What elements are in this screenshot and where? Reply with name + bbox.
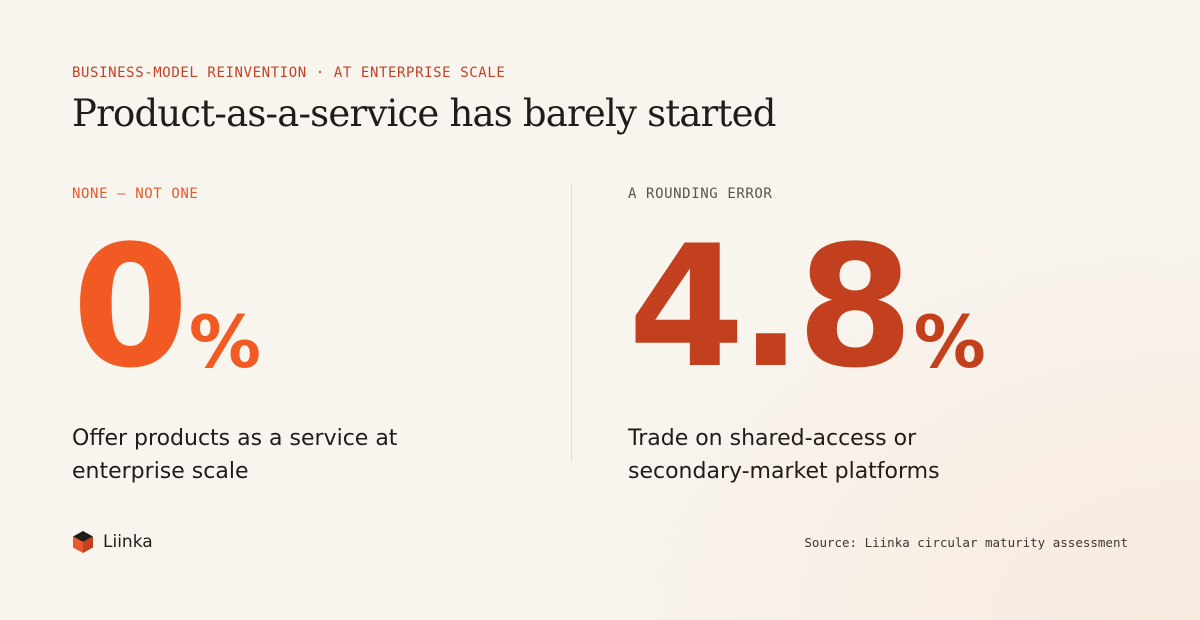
liinka-logo-icon <box>72 530 94 554</box>
stat-description: Trade on shared-access or secondary-mark… <box>628 426 940 484</box>
page-title: Product-as-a-service has barely started <box>72 92 776 135</box>
stat-kicker: A ROUNDING ERROR <box>628 186 773 202</box>
stat-number: 4.8 <box>628 209 914 405</box>
stat-card-rounding-error: A ROUNDING ERROR 4.8 % Trade on shared-a… <box>628 184 998 488</box>
stat-unit: % <box>913 300 986 384</box>
stat-card-none: NONE — NOT ONE 0 % Offer products as a s… <box>72 184 442 488</box>
stat-value: 4.8 % <box>628 209 998 405</box>
eyebrow-label: BUSINESS-MODEL REINVENTION · AT ENTERPRI… <box>72 65 506 81</box>
column-divider <box>571 184 572 461</box>
brand-logo: Liinka <box>72 530 153 554</box>
brand-name: Liinka <box>103 532 153 552</box>
source-note: Source: Liinka circular maturity assessm… <box>804 535 1128 550</box>
stat-description: Offer products as a service at enterpris… <box>72 426 398 484</box>
stat-kicker: NONE — NOT ONE <box>72 186 199 202</box>
stat-unit: % <box>188 300 262 384</box>
stat-number: 0 <box>72 209 189 405</box>
stat-value: 0 % <box>72 209 442 405</box>
